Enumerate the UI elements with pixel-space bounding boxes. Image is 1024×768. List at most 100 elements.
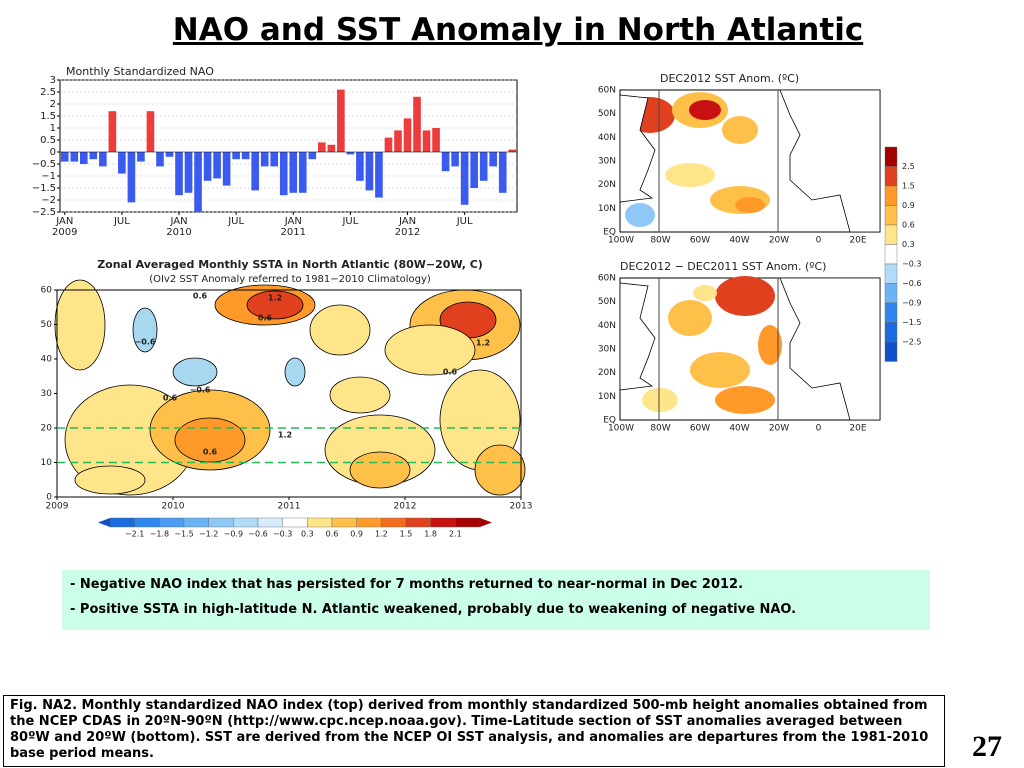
x-tick-label: JAN xyxy=(284,216,302,227)
bar xyxy=(413,96,421,152)
bar xyxy=(460,152,469,205)
colorbar-cell xyxy=(282,517,308,528)
lat-label: 60N xyxy=(598,86,616,96)
colorbar-label: −2.1 xyxy=(125,530,144,539)
x-year-label: 2011 xyxy=(281,227,306,238)
x-tick-label: JUL xyxy=(227,216,244,227)
bar xyxy=(318,142,326,152)
bar xyxy=(70,152,79,162)
bar xyxy=(146,111,155,152)
bar xyxy=(403,118,412,152)
colorbar-label: 1.2 xyxy=(375,530,388,539)
colorbar-label: 0.9 xyxy=(902,201,915,210)
colorbar-cell xyxy=(884,244,898,265)
contour-label: 0.6 xyxy=(443,368,458,377)
anomaly-patch xyxy=(715,276,775,316)
x-tick-label: 2012 xyxy=(394,502,417,512)
y-tick-label: 40 xyxy=(41,355,53,365)
lon-label: 20E xyxy=(849,236,866,246)
lon-label: 80W xyxy=(650,424,670,434)
anomaly-patch xyxy=(309,304,371,356)
contour-label: 0.6 xyxy=(193,292,208,301)
map-title: DEC2012 SST Anom. (ºC) xyxy=(660,72,799,85)
colorbar-cell xyxy=(331,517,357,528)
bar xyxy=(384,137,393,152)
anomaly-patch xyxy=(715,386,775,414)
colorbar-cell xyxy=(430,517,456,528)
lat-label: 10N xyxy=(598,392,616,402)
lat-label: 30N xyxy=(598,345,616,355)
lat-label: 10N xyxy=(598,204,616,214)
x-tick-label: JUL xyxy=(113,216,130,227)
contour-label: 0.6 xyxy=(258,314,273,323)
lon-label: 20W xyxy=(769,424,789,434)
y-tick-label: 0 xyxy=(46,493,52,503)
contour-label: 1.2 xyxy=(278,431,292,440)
bar xyxy=(89,152,98,160)
chart-title: Zonal Averaged Monthly SSTA in North Atl… xyxy=(97,258,483,271)
bar xyxy=(479,152,488,181)
lon-label: 60W xyxy=(690,424,710,434)
colorbar-cell xyxy=(307,517,333,528)
anomaly-patch xyxy=(735,197,765,213)
bullet: - Negative NAO index that has persisted … xyxy=(70,577,744,592)
bar xyxy=(289,152,298,193)
anomaly-patch xyxy=(665,163,715,187)
colorbar-label: 0.6 xyxy=(326,530,339,539)
figures: Monthly Standardized NAO32.521.510.50−0.… xyxy=(32,65,922,539)
colorbar-cell xyxy=(381,517,407,528)
lat-label: 50N xyxy=(598,297,616,307)
colorbar-cell xyxy=(208,517,234,528)
colorbar-cell xyxy=(884,146,898,167)
y-tick-label: 3 xyxy=(50,75,56,86)
anomaly-patch xyxy=(284,357,306,387)
bar xyxy=(298,152,307,193)
x-tick-label: 2013 xyxy=(510,502,533,512)
page-number: 27 xyxy=(972,730,1002,763)
lat-label: EQ xyxy=(603,228,616,238)
coastline xyxy=(619,89,881,233)
bar xyxy=(498,152,507,193)
bar xyxy=(394,130,402,152)
colorbar-label: 1.5 xyxy=(400,530,413,539)
y-tick-label: 1 xyxy=(50,123,56,134)
anomaly-patch xyxy=(54,279,106,371)
y-tick-label: −2 xyxy=(41,195,56,206)
x-tick-label: 2011 xyxy=(278,502,301,512)
bar xyxy=(108,111,117,152)
bar xyxy=(251,152,259,191)
anomaly-patch xyxy=(174,417,246,463)
coastline xyxy=(619,277,881,421)
x-tick-label: JUL xyxy=(456,216,473,227)
anomaly-patch xyxy=(625,203,655,227)
colorbar-cell xyxy=(884,205,898,226)
colorbar-cell xyxy=(405,517,431,528)
colorbar-label: −0.9 xyxy=(224,530,243,539)
anomaly-patch xyxy=(474,444,526,496)
lat-label: 40N xyxy=(598,133,616,143)
bar xyxy=(213,152,221,179)
bar xyxy=(203,152,212,181)
x-tick-label: JAN xyxy=(55,216,73,227)
lon-label: 100W xyxy=(608,424,634,434)
y-tick-label: −1 xyxy=(41,171,56,182)
lat-label: 60N xyxy=(598,274,616,284)
y-tick-label: 30 xyxy=(41,389,53,399)
bar xyxy=(118,152,126,174)
x-tick-label: 2009 xyxy=(46,502,69,512)
anomaly-patch xyxy=(690,352,750,388)
y-tick-label: −1.5 xyxy=(32,183,56,194)
bar xyxy=(194,152,202,212)
colorbar-cell xyxy=(884,302,898,323)
colorbar-cell xyxy=(159,517,185,528)
anomaly-patch xyxy=(349,451,411,489)
bar xyxy=(432,128,440,152)
colorbar-label: 2.1 xyxy=(449,530,462,539)
bar xyxy=(175,152,183,196)
colorbar-label: 0.3 xyxy=(301,530,314,539)
map-title: DEC2012 − DEC2011 SST Anom. (ºC) xyxy=(620,260,826,273)
bar xyxy=(470,152,478,188)
bar xyxy=(137,152,145,162)
lat-label: 40N xyxy=(598,321,616,331)
y-tick-label: −0.5 xyxy=(32,159,56,170)
